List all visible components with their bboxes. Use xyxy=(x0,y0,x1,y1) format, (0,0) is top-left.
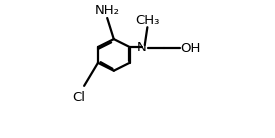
Text: OH: OH xyxy=(180,42,201,55)
Text: N: N xyxy=(137,41,147,54)
Text: Cl: Cl xyxy=(72,91,85,104)
Text: NH₂: NH₂ xyxy=(95,4,120,17)
Text: CH₃: CH₃ xyxy=(135,14,160,27)
